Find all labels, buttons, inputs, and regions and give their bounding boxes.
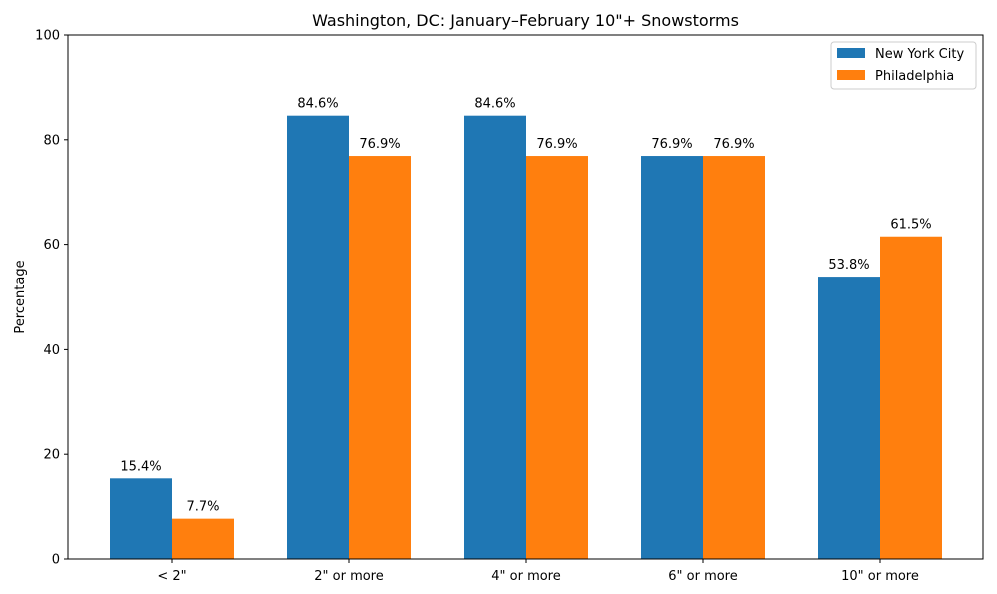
x-tick-label: 10" or more bbox=[841, 569, 919, 584]
data-label: 7.7% bbox=[186, 500, 219, 515]
data-labels: 15.4% 84.6% 84.6% 76.9% 53.8% 7.7% 76.9% 76.9% 7… bbox=[120, 97, 931, 515]
legend-box bbox=[830, 41, 977, 90]
y-axis-ticks: 0 20 40 60 80 100 bbox=[35, 29, 68, 568]
data-label: 76.9% bbox=[536, 137, 577, 152]
data-label: 53.8% bbox=[828, 258, 869, 273]
x-tick-label: 6" or more bbox=[668, 569, 738, 584]
x-tick-label: 4" or more bbox=[491, 569, 561, 584]
y-tick-label: 100 bbox=[35, 29, 60, 44]
bar-philadelphia-2 bbox=[526, 156, 588, 559]
legend: New York City Philadelphia bbox=[830, 41, 977, 90]
bar-new-york-city-1 bbox=[287, 115, 349, 560]
chart-title: Washington, DC: January–February 10"+ Sn… bbox=[312, 11, 739, 30]
legend-label: New York City bbox=[875, 47, 964, 62]
plot-frame bbox=[67, 34, 984, 560]
data-label: 61.5% bbox=[890, 218, 931, 233]
bar-new-york-city-4 bbox=[818, 277, 880, 559]
bar-philadelphia-3 bbox=[703, 156, 765, 559]
y-tick-label: 60 bbox=[43, 238, 60, 253]
data-label: 76.9% bbox=[713, 137, 754, 152]
bar-new-york-city-0 bbox=[110, 478, 172, 559]
bar-new-york-city-2 bbox=[464, 115, 526, 560]
legend-swatch bbox=[837, 70, 865, 80]
data-label: 76.9% bbox=[359, 137, 400, 152]
data-label: 84.6% bbox=[297, 97, 338, 112]
y-tick-label: 40 bbox=[43, 343, 60, 358]
x-axis-ticks: < 2" 2" or more 4" or more 6" or more 10" or… bbox=[157, 559, 919, 584]
bar-philadelphia-1 bbox=[349, 156, 411, 559]
bars-layer bbox=[110, 115, 942, 560]
bar-new-york-city-3 bbox=[641, 156, 703, 559]
bar-philadelphia-0 bbox=[172, 518, 234, 559]
legend-label: Philadelphia bbox=[875, 69, 954, 84]
x-tick-label: < 2" bbox=[157, 569, 186, 584]
data-label: 84.6% bbox=[474, 97, 515, 112]
x-tick-label: 2" or more bbox=[314, 569, 384, 584]
data-label: 15.4% bbox=[120, 459, 161, 474]
y-tick-label: 0 bbox=[52, 553, 60, 568]
data-label: 76.9% bbox=[651, 137, 692, 152]
y-tick-label: 80 bbox=[43, 133, 60, 148]
legend-swatch bbox=[837, 48, 865, 58]
bar-philadelphia-4 bbox=[880, 236, 942, 560]
y-tick-label: 20 bbox=[43, 448, 60, 463]
y-axis-label: Percentage bbox=[13, 260, 28, 333]
